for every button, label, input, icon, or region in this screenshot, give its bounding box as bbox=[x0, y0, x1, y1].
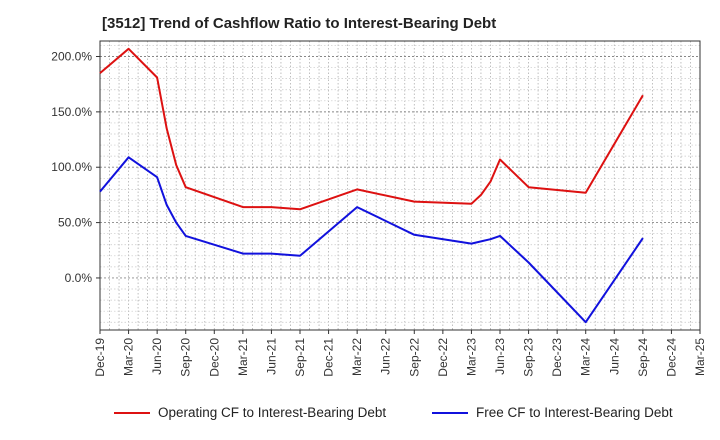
legend-swatch-operating-cf bbox=[114, 411, 150, 414]
y-tick-label: 100.0% bbox=[51, 160, 92, 174]
x-tick-label: Mar-20 bbox=[122, 338, 136, 376]
x-tick-label: Sep-21 bbox=[293, 338, 307, 377]
x-tick-label: Dec-20 bbox=[207, 338, 221, 377]
legend-label-free-cf: Free CF to Interest-Bearing Debt bbox=[476, 405, 673, 420]
y-tick-label: 200.0% bbox=[51, 50, 92, 64]
x-tick-label: Jun-20 bbox=[150, 338, 164, 375]
x-tick-label: Dec-22 bbox=[436, 338, 450, 377]
y-tick-label: 0.0% bbox=[65, 271, 93, 285]
plot-frame bbox=[99, 40, 701, 331]
x-tick-label: Sep-23 bbox=[522, 338, 536, 377]
x-tick-label: Mar-25 bbox=[693, 338, 707, 376]
x-tick-label: Sep-20 bbox=[179, 338, 193, 377]
x-tick-label: Jun-22 bbox=[379, 338, 393, 375]
legend-swatch-free-cf bbox=[432, 411, 468, 414]
x-tick-label: Mar-22 bbox=[350, 338, 364, 376]
x-tick-label: Mar-23 bbox=[464, 338, 478, 376]
x-tick-label: Dec-21 bbox=[322, 338, 336, 377]
x-tick-label: Jun-23 bbox=[493, 338, 507, 375]
x-tick-label: Dec-23 bbox=[550, 338, 564, 377]
x-tick-label: Dec-24 bbox=[664, 338, 678, 377]
legend-label-operating-cf: Operating CF to Interest-Bearing Debt bbox=[158, 405, 387, 420]
y-tick-label: 150.0% bbox=[51, 105, 92, 119]
x-tick-label: Mar-21 bbox=[236, 338, 250, 376]
x-tick-label: Sep-22 bbox=[407, 338, 421, 377]
series-line-1 bbox=[99, 156, 644, 324]
x-tick-label: Jun-21 bbox=[264, 338, 278, 375]
x-tick-label: Mar-24 bbox=[579, 338, 593, 376]
x-tick-label: Jun-24 bbox=[607, 338, 621, 375]
x-tick-label: Dec-19 bbox=[93, 338, 107, 377]
legend-item-free-cf: Free CF to Interest-Bearing Debt bbox=[432, 405, 673, 420]
series-line-0 bbox=[99, 47, 644, 211]
legend-item-operating-cf: Operating CF to Interest-Bearing Debt bbox=[114, 405, 386, 420]
legend: Operating CF to Interest-Bearing Debt Fr… bbox=[0, 405, 720, 425]
chart-title: [3512] Trend of Cashflow Ratio to Intere… bbox=[102, 15, 497, 32]
x-tick-label: Sep-24 bbox=[636, 338, 650, 377]
y-tick-label: 50.0% bbox=[58, 216, 92, 230]
